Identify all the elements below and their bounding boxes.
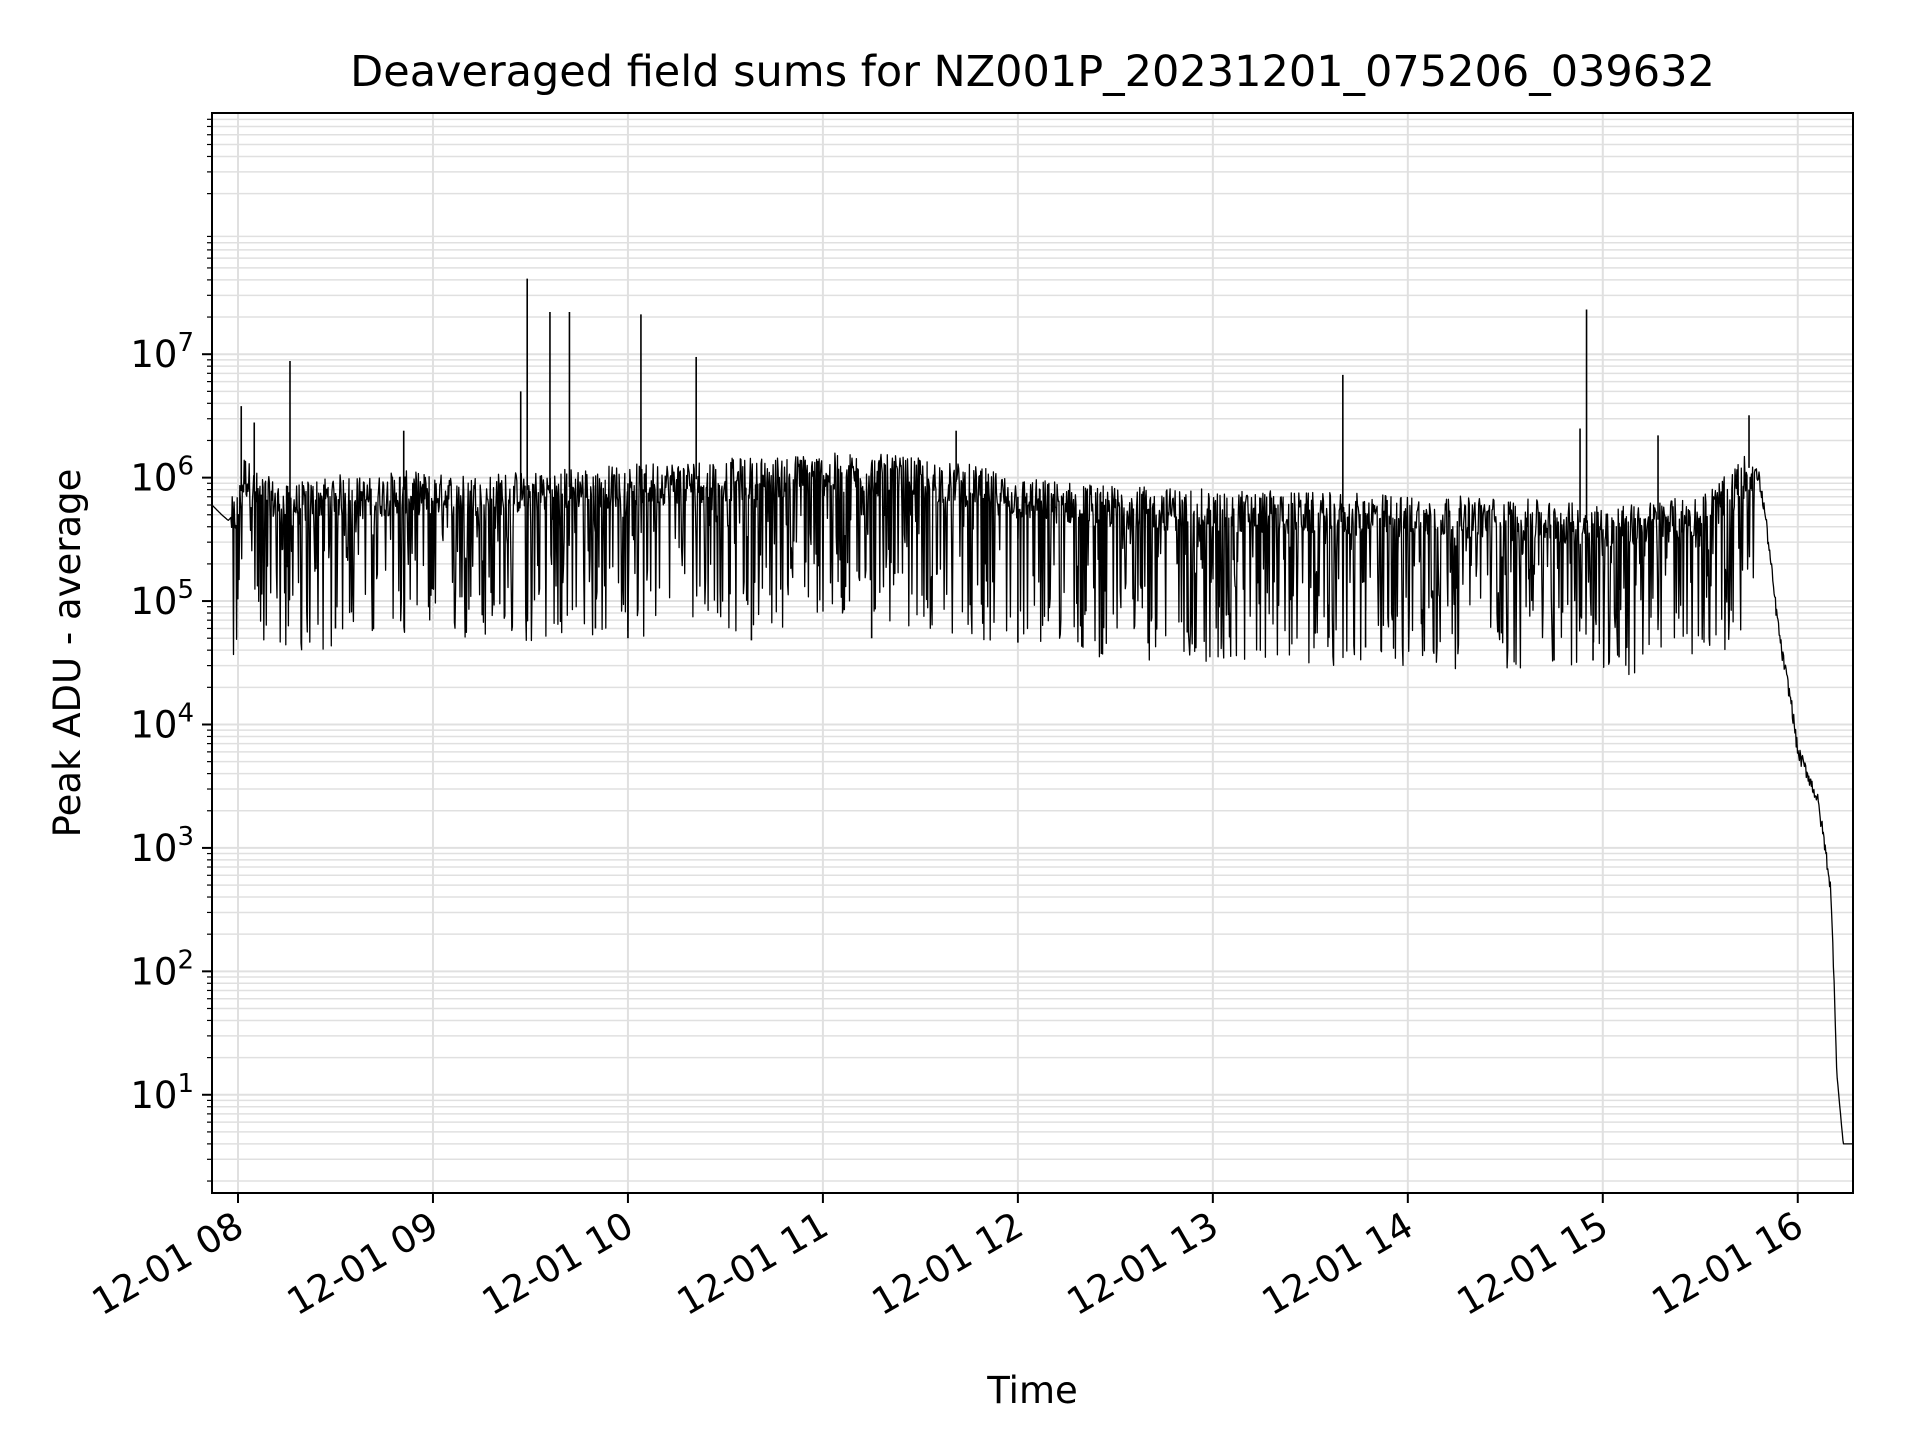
x-tick-label: 12-01 08: [85, 1204, 251, 1324]
series-layer: [211, 278, 1854, 1145]
x-tick-label: 12-01 12: [865, 1204, 1031, 1324]
y-tick-label: 107: [130, 328, 194, 376]
x-axis-label: Time: [986, 1369, 1078, 1412]
y-tick-label: 103: [130, 822, 194, 870]
y-tick-label: 106: [130, 452, 194, 500]
plot-frame: [211, 112, 1854, 1194]
y-tick-label: 105: [130, 575, 194, 623]
grid-lines: [212, 113, 1853, 1193]
x-tick-label: 12-01 15: [1450, 1204, 1616, 1324]
x-tick-label: 12-01 10: [475, 1204, 641, 1324]
y-tick-label: 101: [130, 1069, 194, 1117]
x-tick-label: 12-01 16: [1645, 1204, 1811, 1324]
x-tick-label: 12-01 09: [280, 1204, 446, 1324]
y-tick-label: 104: [130, 698, 194, 746]
y-tick-label: 102: [130, 945, 194, 993]
chart-title: Deaveraged field sums for NZ001P_2023120…: [350, 47, 1715, 97]
x-tick-label: 12-01 13: [1060, 1204, 1226, 1324]
series-line: [211, 452, 1854, 1145]
x-tick-label: 12-01 11: [670, 1204, 836, 1324]
y-axis-label: Peak ADU - average: [46, 469, 89, 838]
x-tick-label: 12-01 14: [1255, 1204, 1421, 1324]
